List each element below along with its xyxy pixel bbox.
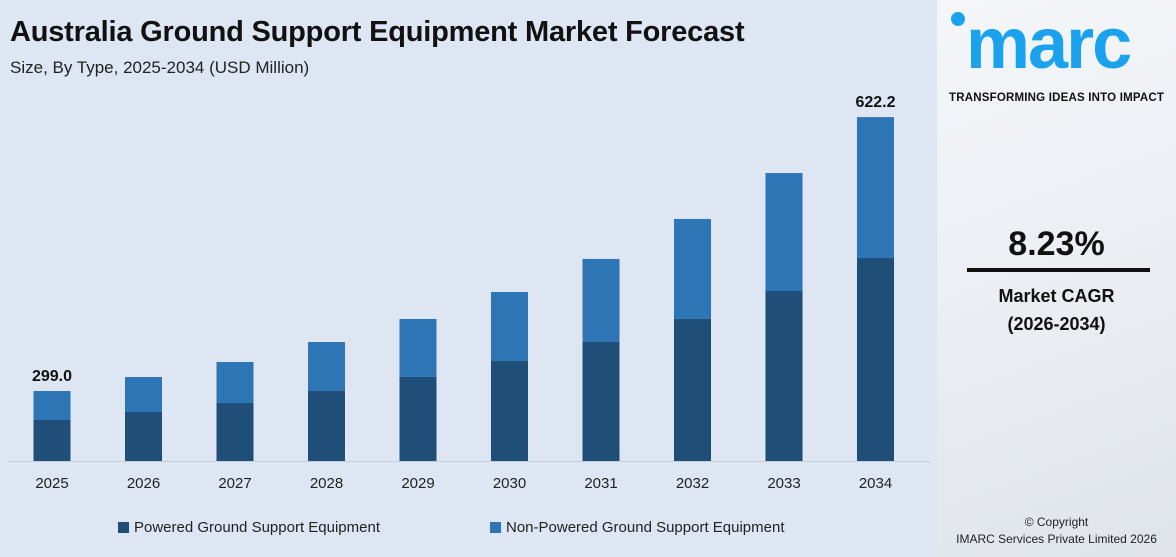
bar-powered-2030	[491, 361, 528, 461]
x-tick-label: 2030	[493, 475, 526, 492]
x-tick-label: 2026	[127, 475, 160, 492]
x-tick-label: 2029	[401, 475, 434, 492]
cagr-divider	[967, 268, 1150, 272]
bar-powered-2031	[582, 341, 620, 461]
cagr-value: 8.23%	[1008, 225, 1105, 263]
bar-powered-2026	[125, 412, 162, 461]
bar-non-powered-2033	[765, 173, 803, 292]
bar-non-powered-2034	[857, 117, 894, 259]
bar-powered-2025	[33, 420, 71, 461]
bar-non-powered-2032	[674, 218, 711, 319]
bar-non-powered-2029	[399, 318, 437, 377]
data-label-2025: 299.0	[32, 368, 72, 385]
bar-non-powered-2031	[582, 258, 620, 342]
bar-non-powered-2027	[216, 362, 254, 404]
bar-non-powered-2028	[308, 342, 345, 392]
x-tick-label: 2034	[859, 475, 892, 492]
bar-powered-2028	[308, 391, 345, 461]
logo-dot	[951, 12, 965, 26]
logo-tagline: TRANSFORMING IDEAS INTO IMPACT	[949, 92, 1165, 104]
bar-non-powered-2030	[491, 292, 528, 362]
legend-item-non-powered: Non-Powered Ground Support Equipment	[490, 519, 785, 536]
x-tick-label: 2033	[767, 475, 800, 492]
x-tick-label: 2027	[218, 475, 251, 492]
chart-title: Australia Ground Support Equipment Marke…	[10, 16, 745, 48]
bar-chart: 2025 299.0 2026 2027 2028 2029 2030 2031 2032 203…	[8, 94, 930, 492]
x-tick-label: 2032	[676, 475, 709, 492]
bar-powered-2033	[765, 291, 803, 461]
legend-swatch-powered	[118, 522, 129, 533]
legend-item-powered: Powered Ground Support Equipment	[118, 519, 380, 536]
bar-powered-2032	[674, 318, 711, 461]
cagr-label: Market CAGR	[998, 286, 1115, 306]
legend-label-powered: Powered Ground Support Equipment	[134, 519, 380, 536]
x-tick-label: 2031	[584, 475, 617, 492]
chart-subtitle: Size, By Type, 2025-2034 (USD Million)	[10, 58, 310, 77]
bar-powered-2027	[216, 403, 254, 461]
bar-non-powered-2025	[33, 391, 71, 421]
data-label-2034: 622.2	[855, 94, 895, 111]
imarc-logo: imarc	[966, 4, 1132, 84]
copyright-line2: IMARC Services Private Limited 2026	[956, 532, 1157, 546]
copyright-line1: © Copyright	[1024, 515, 1089, 529]
bar-non-powered-2026	[125, 377, 162, 413]
bar-powered-2034	[857, 258, 894, 461]
x-tick-label: 2025	[35, 475, 68, 492]
legend-swatch-non-powered	[490, 522, 501, 533]
info-panel	[937, 0, 1176, 557]
cagr-period: (2026-2034)	[1007, 314, 1106, 334]
legend-label-non-powered: Non-Powered Ground Support Equipment	[506, 519, 785, 536]
x-tick-label: 2028	[310, 475, 343, 492]
bar-powered-2029	[399, 376, 437, 461]
